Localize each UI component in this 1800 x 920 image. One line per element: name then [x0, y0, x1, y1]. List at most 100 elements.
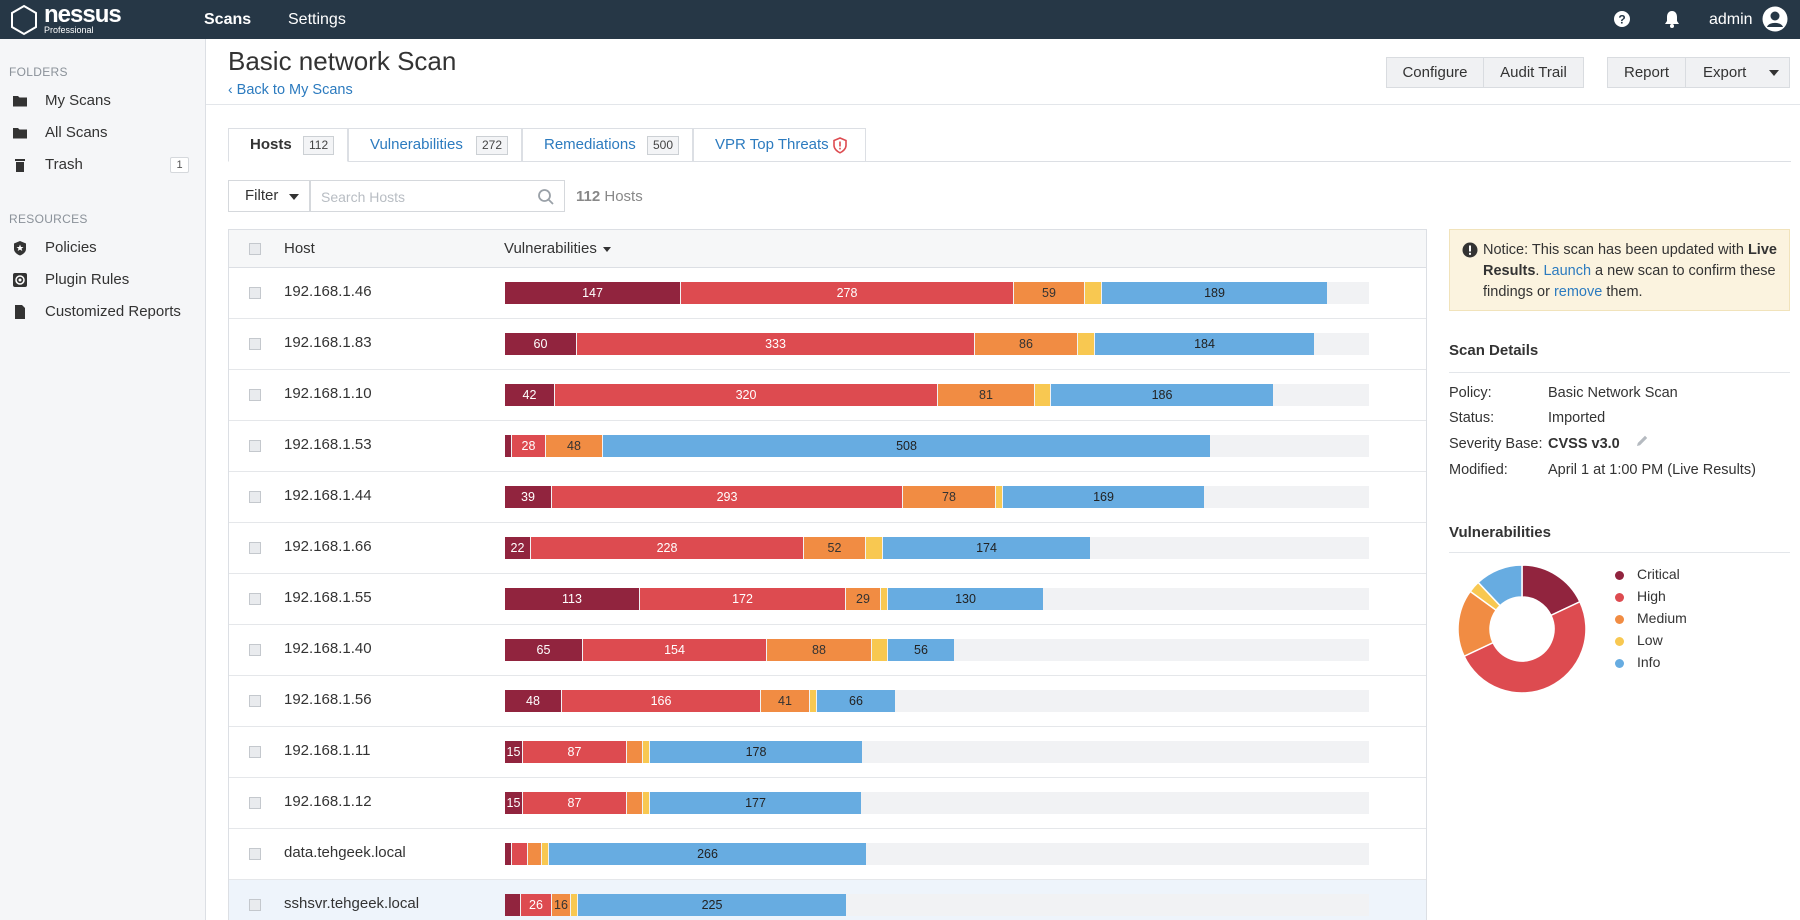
host-name[interactable]: 192.168.1.46	[284, 283, 372, 300]
sidebar-item-my-scans[interactable]: My Scans	[0, 86, 205, 116]
table-row[interactable]: 192.168.1.56 48 166 41 66	[229, 676, 1426, 727]
medium-segment[interactable]: 86	[975, 333, 1077, 355]
critical-segment[interactable]: 147	[505, 282, 680, 304]
vulnerability-bar[interactable]: 113 172 29 130	[505, 588, 1369, 610]
search-icon[interactable]	[537, 188, 555, 206]
critical-segment[interactable]: 39	[505, 486, 551, 508]
medium-segment[interactable]: 48	[546, 435, 602, 457]
row-checkbox[interactable]	[249, 899, 261, 911]
vulnerability-bar[interactable]: 266	[505, 843, 1369, 865]
table-row[interactable]: sshsvr.tehgeek.local 26 16 225	[229, 880, 1426, 920]
pencil-edit-icon[interactable]	[1635, 434, 1649, 448]
sidebar-item-customized-reports[interactable]: Customized Reports	[0, 297, 205, 327]
tab-hosts[interactable]: Hosts 112	[228, 128, 348, 162]
medium-segment[interactable]	[528, 843, 541, 865]
row-checkbox[interactable]	[249, 440, 261, 452]
row-checkbox[interactable]	[249, 746, 261, 758]
high-segment[interactable]: 166	[562, 690, 760, 712]
low-segment[interactable]	[1078, 333, 1094, 355]
host-name[interactable]: 192.168.1.55	[284, 589, 372, 606]
vulnerability-bar[interactable]: 48 166 41 66	[505, 690, 1369, 712]
table-row[interactable]: 192.168.1.83 60 333 86 184	[229, 319, 1426, 370]
table-row[interactable]: 192.168.1.10 42 320 81 186	[229, 370, 1426, 421]
export-button[interactable]: Export	[1685, 57, 1790, 88]
critical-segment[interactable]: 15	[505, 792, 522, 814]
tab-vulnerabilities[interactable]: Vulnerabilities 272	[348, 128, 522, 162]
vulnerability-bar[interactable]: 147 278 59 189	[505, 282, 1369, 304]
donut-slice-info[interactable]	[1477, 564, 1523, 607]
user-avatar-icon[interactable]	[1762, 6, 1788, 32]
info-segment[interactable]: 508	[603, 435, 1210, 457]
medium-segment[interactable]: 29	[846, 588, 880, 610]
host-name[interactable]: 192.168.1.12	[284, 793, 372, 810]
high-segment[interactable]: 228	[531, 537, 803, 559]
low-segment[interactable]	[872, 639, 887, 661]
table-row[interactable]: 192.168.1.11 15 87 178	[229, 727, 1426, 778]
column-header-vulnerabilities[interactable]: Vulnerabilities	[504, 240, 611, 257]
vulnerability-bar[interactable]: 22 228 52 174	[505, 537, 1369, 559]
critical-segment[interactable]: 60	[505, 333, 576, 355]
search-hosts-box[interactable]	[310, 180, 565, 212]
low-segment[interactable]	[643, 792, 649, 814]
vulnerability-bar[interactable]: 15 87 178	[505, 741, 1369, 763]
row-checkbox[interactable]	[249, 491, 261, 503]
table-row[interactable]: 192.168.1.55 113 172 29 130	[229, 574, 1426, 625]
critical-segment[interactable]: 42	[505, 384, 554, 406]
high-segment[interactable]: 87	[523, 741, 626, 763]
high-segment[interactable]: 320	[555, 384, 937, 406]
host-name[interactable]: 192.168.1.56	[284, 691, 372, 708]
host-name[interactable]: 192.168.1.40	[284, 640, 372, 657]
low-segment[interactable]	[1085, 282, 1101, 304]
sidebar-item-all-scans[interactable]: All Scans	[0, 118, 205, 148]
bell-icon[interactable]	[1662, 9, 1682, 29]
info-segment[interactable]: 177	[650, 792, 861, 814]
launch-link[interactable]: Launch	[1543, 263, 1592, 279]
host-name[interactable]: sshsvr.tehgeek.local	[284, 895, 420, 912]
row-checkbox[interactable]	[249, 695, 261, 707]
vulnerability-bar[interactable]: 26 16 225	[505, 894, 1369, 916]
info-segment[interactable]: 169	[1003, 486, 1204, 508]
vulnerability-bar[interactable]: 65 154 88 56	[505, 639, 1369, 661]
sidebar-item-policies[interactable]: Policies	[0, 233, 205, 263]
select-all-checkbox[interactable]	[249, 243, 261, 255]
info-segment[interactable]: 174	[883, 537, 1090, 559]
row-checkbox[interactable]	[249, 338, 261, 350]
nav-scans[interactable]: Scans	[204, 11, 252, 28]
high-segment[interactable]: 333	[577, 333, 974, 355]
critical-segment[interactable]	[505, 894, 520, 916]
host-name[interactable]: 192.168.1.10	[284, 385, 372, 402]
low-segment[interactable]	[881, 588, 887, 610]
table-row[interactable]: 192.168.1.40 65 154 88 56	[229, 625, 1426, 676]
critical-segment[interactable]: 113	[505, 588, 639, 610]
host-name[interactable]: 192.168.1.11	[284, 742, 371, 759]
high-segment[interactable]: 172	[640, 588, 845, 610]
high-segment[interactable]: 154	[583, 639, 766, 661]
audit-trail-button[interactable]: Audit Trail	[1483, 57, 1584, 88]
info-segment[interactable]: 266	[549, 843, 866, 865]
donut-slice-high[interactable]	[1463, 600, 1587, 694]
row-checkbox[interactable]	[249, 644, 261, 656]
table-row[interactable]: 192.168.1.44 39 293 78 169	[229, 472, 1426, 523]
report-button[interactable]: Report	[1607, 57, 1686, 88]
critical-segment[interactable]	[505, 843, 511, 865]
low-segment[interactable]	[866, 537, 882, 559]
host-name[interactable]: 192.168.1.44	[284, 487, 372, 504]
info-segment[interactable]: 225	[578, 894, 846, 916]
host-name[interactable]: 192.168.1.66	[284, 538, 372, 555]
high-segment[interactable]: 26	[521, 894, 551, 916]
filter-button[interactable]: Filter	[228, 180, 310, 212]
info-segment[interactable]: 66	[817, 690, 895, 712]
table-row[interactable]: 192.168.1.53 28 48 508	[229, 421, 1426, 472]
table-row[interactable]: 192.168.1.46 147 278 59 189	[229, 268, 1426, 319]
medium-segment[interactable]: 88	[767, 639, 871, 661]
tab-vpr-top-threats[interactable]: VPR Top Threats	[693, 128, 866, 162]
high-segment[interactable]: 28	[512, 435, 545, 457]
low-segment[interactable]	[996, 486, 1002, 508]
info-segment[interactable]: 178	[650, 741, 862, 763]
vulnerability-bar[interactable]: 42 320 81 186	[505, 384, 1369, 406]
nessus-logo[interactable]: nessus Professional	[8, 2, 128, 36]
sidebar-item-plugin-rules[interactable]: Plugin Rules	[0, 265, 205, 295]
back-to-my-scans-link[interactable]: ‹ Back to My Scans	[228, 81, 353, 98]
host-name[interactable]: 192.168.1.83	[284, 334, 372, 351]
info-segment[interactable]: 56	[888, 639, 954, 661]
